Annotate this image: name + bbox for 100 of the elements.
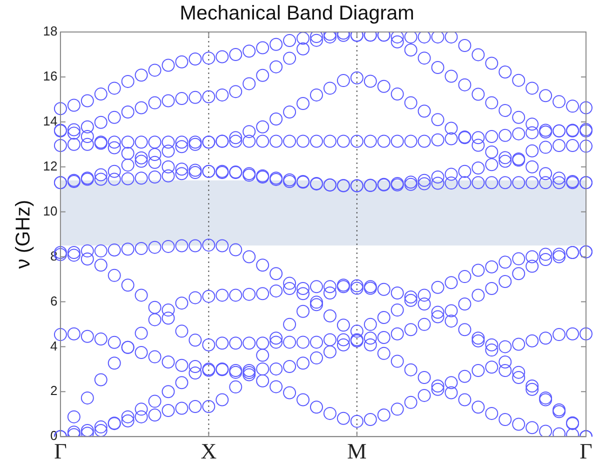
- point: [188, 52, 202, 66]
- point: [323, 309, 336, 322]
- y-tick-label: 16: [42, 68, 58, 84]
- point: [552, 248, 566, 261]
- point: [444, 32, 458, 44]
- point: [134, 288, 148, 302]
- point: [80, 120, 94, 134]
- point: [418, 177, 431, 190]
- point: [336, 412, 350, 425]
- point: [444, 176, 458, 190]
- point: [67, 327, 80, 340]
- point: [364, 318, 377, 331]
- point: [148, 300, 162, 314]
- x-tick-label: Γ: [580, 438, 593, 464]
- point: [162, 304, 175, 317]
- point: [67, 426, 80, 437]
- y-axis-title: ν (GHz): [12, 200, 35, 269]
- point: [444, 168, 458, 181]
- point: [94, 172, 108, 186]
- point: [458, 323, 472, 336]
- point: [108, 268, 121, 282]
- point: [148, 408, 162, 422]
- point: [485, 96, 498, 110]
- point: [148, 350, 162, 364]
- point: [229, 85, 242, 98]
- point: [162, 136, 175, 149]
- point: [364, 134, 377, 148]
- point: [377, 408, 390, 422]
- point: [188, 334, 202, 347]
- point: [498, 413, 512, 426]
- point: [526, 118, 539, 131]
- point: [283, 34, 296, 48]
- point: [472, 161, 485, 174]
- point: [431, 382, 444, 396]
- point: [418, 174, 431, 187]
- point: [67, 123, 80, 136]
- point: [404, 96, 418, 110]
- point: [485, 282, 498, 295]
- point: [242, 336, 256, 350]
- point: [350, 279, 364, 292]
- point: [485, 344, 498, 357]
- point: [296, 287, 310, 300]
- point: [444, 70, 458, 83]
- point: [270, 332, 283, 345]
- point: [485, 130, 498, 144]
- point: [54, 102, 67, 116]
- point: [390, 354, 404, 368]
- point: [134, 242, 148, 255]
- point: [242, 250, 256, 264]
- point: [175, 136, 188, 149]
- point: [539, 252, 552, 266]
- point: [539, 167, 552, 180]
- point: [444, 122, 458, 135]
- point: [498, 364, 512, 378]
- point: [148, 156, 162, 169]
- point: [283, 134, 296, 148]
- point: [175, 239, 188, 252]
- point: [390, 35, 404, 48]
- point: [229, 243, 242, 256]
- point: [458, 270, 472, 284]
- point: [431, 280, 444, 294]
- point: [512, 418, 526, 431]
- point: [148, 240, 162, 254]
- point: [498, 340, 512, 354]
- point: [566, 100, 580, 113]
- point: [404, 323, 418, 336]
- point: [431, 113, 444, 126]
- point: [121, 414, 134, 428]
- point: [175, 402, 188, 415]
- point: [162, 355, 175, 368]
- point: [390, 134, 404, 148]
- point: [134, 101, 148, 114]
- point: [485, 56, 498, 70]
- point: [566, 327, 580, 340]
- point: [310, 296, 323, 309]
- point: [552, 328, 566, 342]
- point: [552, 95, 566, 108]
- point: [458, 297, 472, 310]
- point: [162, 160, 175, 174]
- point: [310, 32, 323, 43]
- point: [526, 176, 539, 190]
- point: [552, 250, 566, 264]
- point: [431, 61, 444, 74]
- point: [526, 82, 539, 95]
- point: [390, 327, 404, 340]
- point: [580, 327, 592, 340]
- point: [512, 110, 526, 124]
- point: [458, 370, 472, 383]
- point: [404, 32, 418, 44]
- point: [175, 324, 188, 338]
- point: [296, 356, 310, 370]
- point: [229, 288, 242, 302]
- y-tick-label: 10: [42, 203, 58, 218]
- point: [229, 380, 242, 394]
- point: [67, 410, 80, 424]
- point: [175, 376, 188, 390]
- point: [418, 134, 431, 148]
- point: [175, 92, 188, 106]
- point: [229, 134, 242, 148]
- point: [458, 393, 472, 406]
